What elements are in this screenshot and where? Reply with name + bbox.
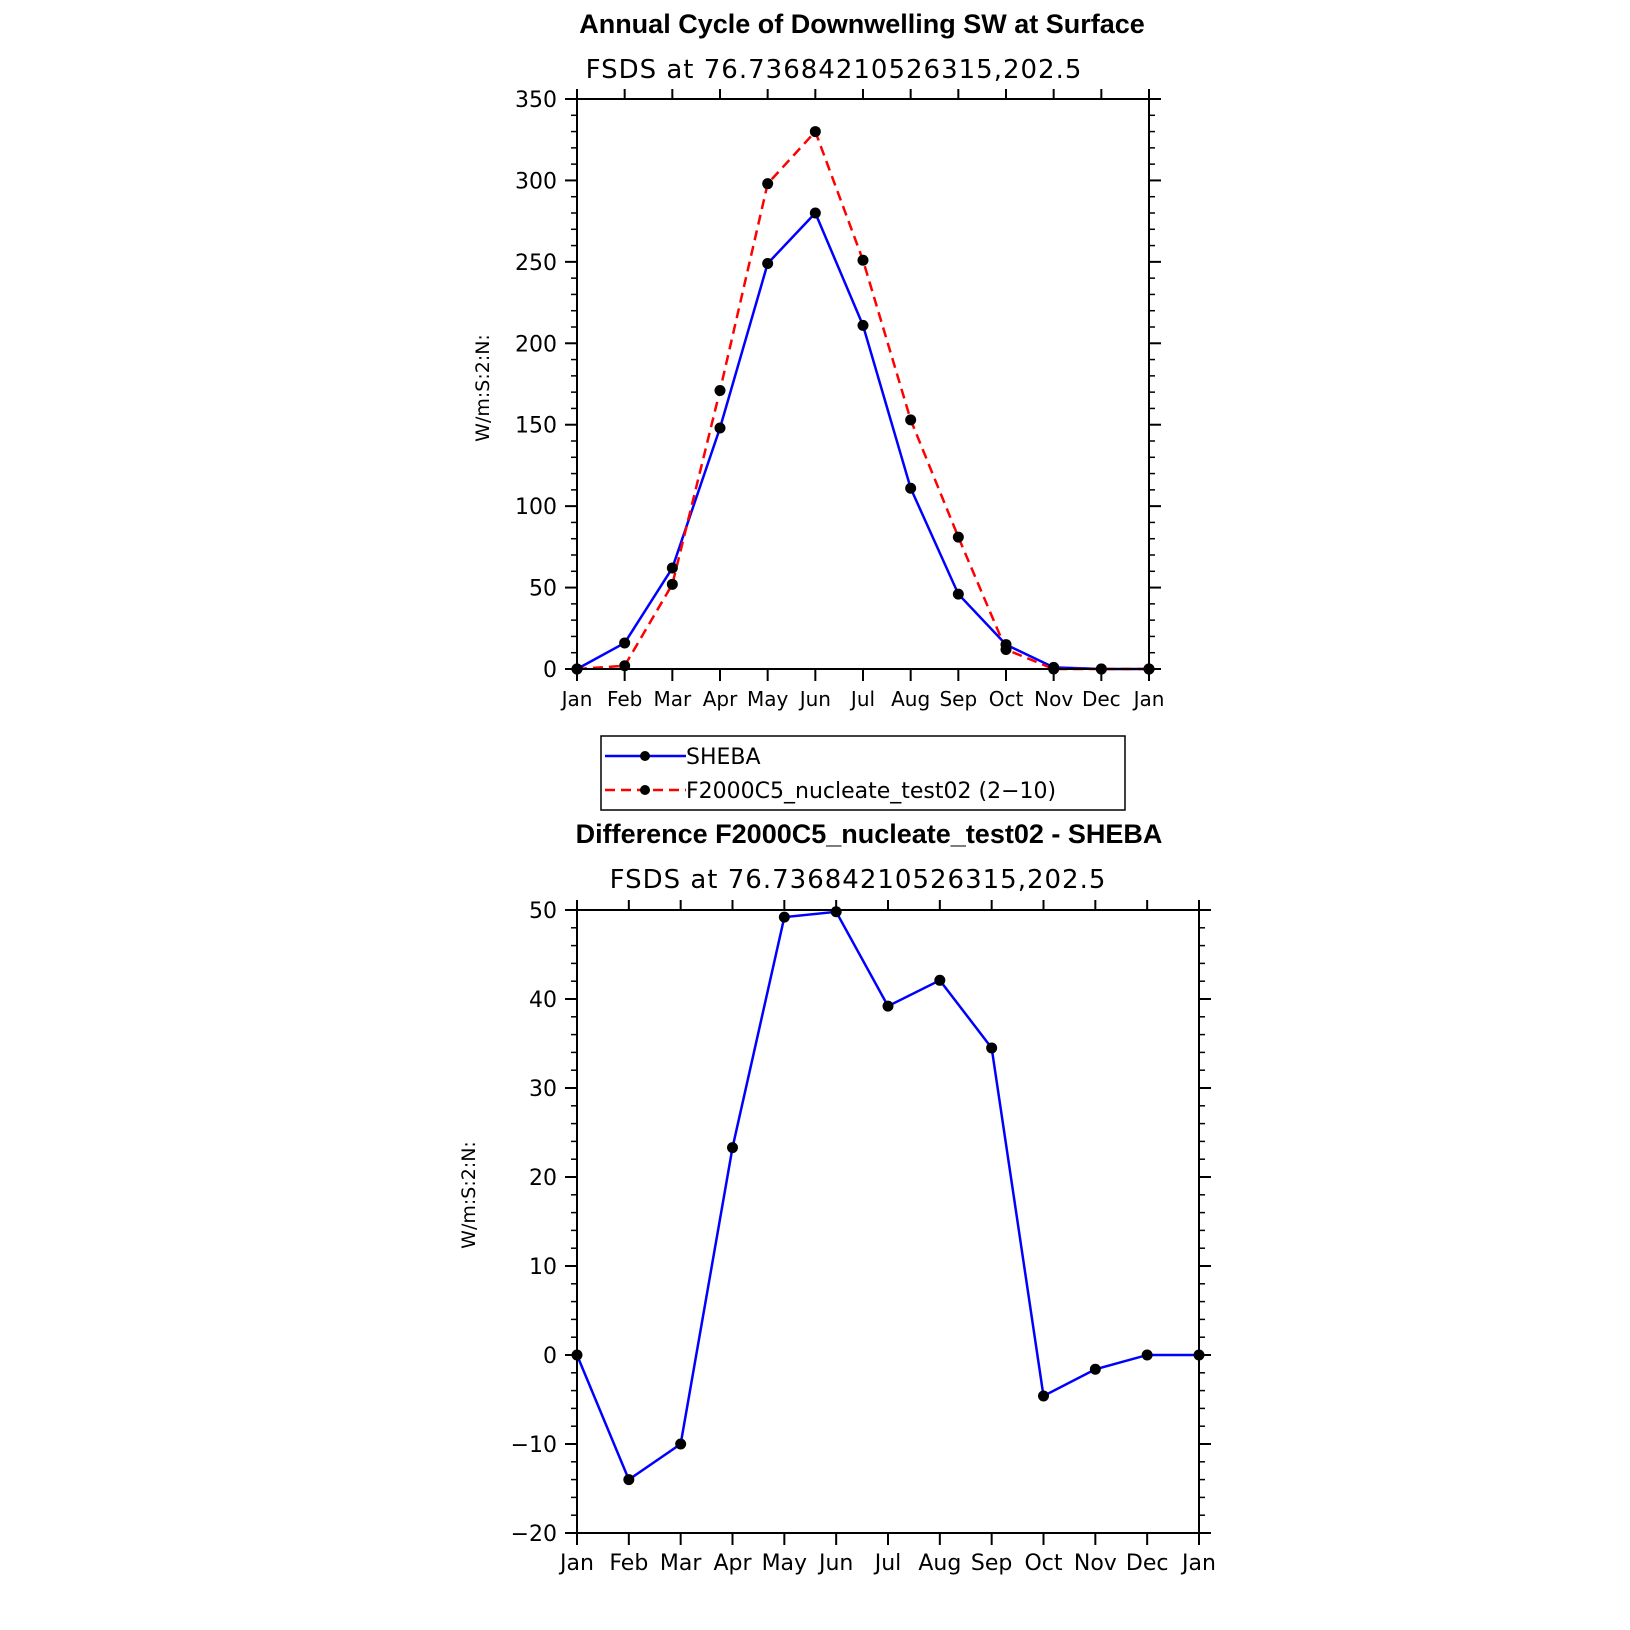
chart1-series-line-0 — [576, 210, 1149, 671]
chart1-series-point-1 — [1000, 643, 1012, 655]
chart2-xtick-label: Aug — [918, 1551, 961, 1576]
chart1-ticks — [565, 89, 1161, 681]
chart1-xtick-label: Aug — [891, 687, 930, 711]
chart2-ytick-label: 0 — [543, 1344, 557, 1369]
difference-chart: Difference F2000C5_nucleate_test02 - SHE… — [458, 819, 1216, 1576]
chart1-xtick-label: Sep — [939, 687, 977, 711]
chart2-series-point-0 — [882, 1000, 894, 1012]
chart2-xtick-label: Jun — [817, 1551, 853, 1576]
chart2-xtick-label: Feb — [609, 1551, 648, 1576]
chart2-series-point-0 — [675, 1438, 687, 1450]
chart2-xtick-label: Jul — [873, 1551, 902, 1576]
chart2-subtitle: FSDS at 76.73684210526315,202.5 — [610, 865, 1107, 895]
chart1-xtick-label: Jul — [849, 687, 875, 711]
chart2-title: Difference F2000C5_nucleate_test02 - SHE… — [576, 819, 1163, 849]
chart1-ytick-label: 350 — [515, 88, 557, 113]
chart1-ylabel: W/m:S:2:N: — [472, 334, 494, 442]
legend-box — [600, 735, 1126, 811]
chart2-series-point-0 — [830, 906, 842, 918]
chart1-series-line-1 — [576, 129, 1149, 671]
chart2-series-line-0 — [575, 910, 1199, 1482]
chart1-ytick-label: 50 — [529, 577, 557, 602]
chart2-xtick-label: Jan — [558, 1551, 594, 1576]
chart1-series-point-0 — [619, 637, 631, 649]
chart1-series-point-1 — [809, 126, 821, 138]
chart1-xtick-label: Jan — [1132, 687, 1165, 711]
chart1-series-point-1 — [762, 178, 774, 190]
chart1-frame — [576, 98, 1150, 670]
chart2-xtick-label: Mar — [660, 1551, 702, 1576]
chart2-ytick-label: 30 — [529, 1077, 557, 1102]
chart1-xtick-label: Dec — [1082, 687, 1121, 711]
legend-label-model: F2000C5_nucleate_test02 (2−10) — [686, 779, 1056, 804]
chart1-series-point-1 — [857, 254, 869, 266]
legend-marker-model — [640, 785, 650, 795]
chart2-ticks — [565, 900, 1211, 1545]
chart2-ytick-label: −10 — [511, 1433, 557, 1458]
chart1-series-point-1 — [666, 578, 678, 590]
chart1-series-point-0 — [905, 482, 917, 494]
legend-label-sheba: SHEBA — [686, 745, 761, 770]
chart2-series-point-0 — [727, 1142, 738, 1154]
chart2-series — [571, 906, 1205, 1486]
chart1-title: Annual Cycle of Downwelling SW at Surfac… — [579, 9, 1145, 39]
chart1-series — [571, 126, 1155, 675]
legend: SHEBA F2000C5_nucleate_test02 (2−10) — [600, 735, 1126, 811]
chart1-series-point-0 — [762, 257, 774, 269]
chart2-frame — [576, 909, 1200, 1534]
chart1-series-point-0 — [857, 319, 869, 331]
chart1-series-point-0 — [666, 562, 678, 574]
chart1-series-point-0 — [952, 588, 964, 600]
chart1-ytick-label: 0 — [543, 658, 557, 683]
chart2-series-point-0 — [986, 1042, 998, 1054]
chart2-xtick-label: Sep — [971, 1551, 1012, 1576]
chart1-xtick-label: Oct — [989, 687, 1024, 711]
chart2-series-point-0 — [1038, 1390, 1049, 1402]
chart1-xtick-label: Mar — [653, 687, 692, 711]
chart1-xtick-label: Apr — [703, 687, 738, 711]
chart1-xtick-label: Feb — [607, 687, 642, 711]
chart2-tick-labels: Jan Feb Mar Apr May Jun Jul Aug Sep Oct Nov Dec Jan−… — [511, 899, 1216, 1576]
chart2-ytick-label: 40 — [529, 988, 557, 1013]
chart1-ytick-label: 250 — [515, 251, 557, 276]
chart2-xtick-label: Oct — [1024, 1551, 1062, 1576]
chart1-series-point-1 — [952, 531, 964, 543]
chart1-xtick-label: May — [747, 687, 789, 711]
chart1-xtick-label: Jan — [560, 687, 593, 711]
chart1-tick-labels: Jan Feb Mar Apr May Jun Jul Aug Sep Oct Nov Dec Jan0… — [515, 88, 1164, 711]
legend-marker-sheba — [640, 751, 650, 761]
chart1-series-point-0 — [809, 207, 821, 219]
chart1-subtitle: FSDS at 76.73684210526315,202.5 — [586, 55, 1083, 85]
chart1-ytick-label: 100 — [515, 495, 557, 520]
chart1-ytick-label: 300 — [515, 169, 557, 194]
chart2-series-point-0 — [778, 911, 790, 923]
chart2-ylabel: W/m:S:2:N: — [458, 1141, 480, 1249]
chart2-xtick-label: Jan — [1180, 1551, 1216, 1576]
chart2-xtick-label: Nov — [1074, 1551, 1117, 1576]
chart1-series-point-0 — [714, 422, 726, 434]
chart2-ytick-label: 20 — [529, 1166, 557, 1191]
chart1-xtick-label: Jun — [798, 687, 831, 711]
chart1-series-point-1 — [905, 414, 917, 426]
chart2-ytick-label: 50 — [529, 899, 557, 924]
chart2-series-point-0 — [623, 1474, 635, 1486]
chart2-ytick-label: −20 — [511, 1522, 557, 1547]
chart2-series-point-0 — [934, 974, 946, 986]
chart2-series-point-0 — [1141, 1349, 1153, 1361]
chart2-xtick-label: May — [762, 1551, 807, 1576]
chart1-series-point-1 — [714, 385, 726, 397]
chart2-xtick-label: Dec — [1126, 1551, 1169, 1576]
chart2-xtick-label: Apr — [713, 1551, 752, 1576]
chart1-xtick-label: Nov — [1034, 687, 1073, 711]
chart2-series-point-0 — [1089, 1363, 1101, 1375]
annual-cycle-chart: Annual Cycle of Downwelling SW at Surfac… — [472, 9, 1164, 811]
chart1-ytick-label: 150 — [515, 414, 557, 439]
chart1-ytick-label: 200 — [515, 332, 557, 357]
chart2-ytick-label: 10 — [529, 1255, 557, 1280]
